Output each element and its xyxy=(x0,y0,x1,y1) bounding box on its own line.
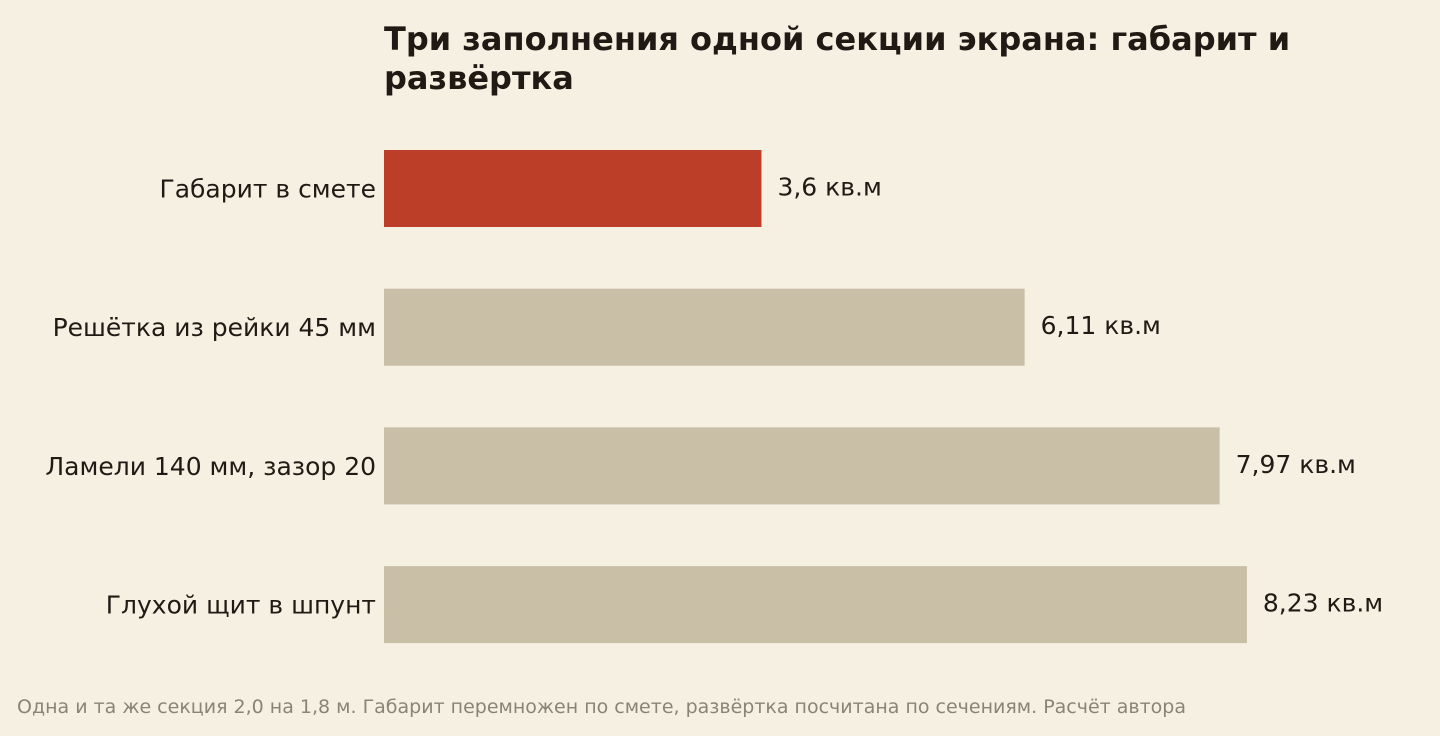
bar-1 xyxy=(384,150,762,227)
value-label-4: 8,23 кв.м xyxy=(1263,589,1383,618)
category-label-2: Решётка из рейки 45 мм xyxy=(53,313,376,342)
category-label-3: Ламели 140 мм, зазор 20 xyxy=(45,452,376,481)
value-label-3: 7,97 кв.м xyxy=(1236,450,1356,479)
bar-2 xyxy=(384,288,1025,366)
value-label-2: 6,11 кв.м xyxy=(1041,311,1161,340)
value-label-1: 3,6 кв.м xyxy=(777,173,881,202)
chart-title: Три заполнения одной секции экрана: габа… xyxy=(384,20,1291,97)
bar-4 xyxy=(384,566,1247,644)
category-label-4: Глухой щит в шпунт xyxy=(106,591,376,620)
chart-footnote: Одна и та же секция 2,0 на 1,8 м. Габари… xyxy=(17,696,1187,718)
category-label-1: Габарит в смете xyxy=(159,175,376,204)
bar-3 xyxy=(384,427,1220,505)
